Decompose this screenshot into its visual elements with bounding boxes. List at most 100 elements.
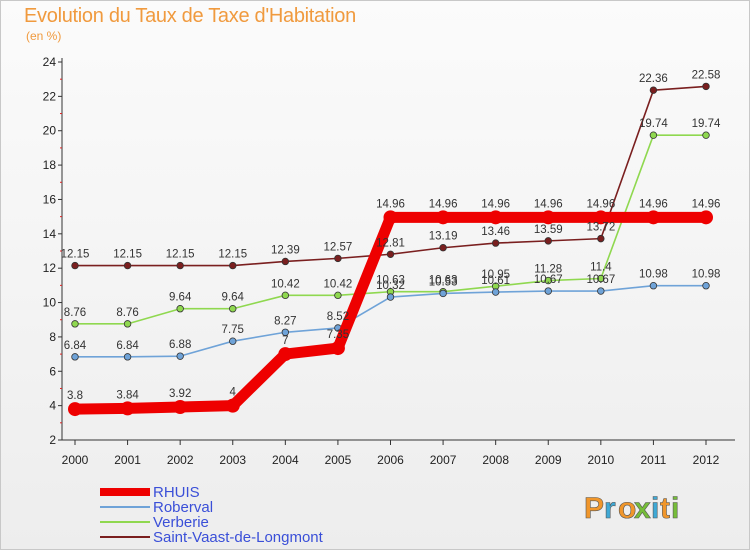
data-point xyxy=(229,305,237,313)
data-point xyxy=(491,288,500,296)
legend-label: Saint-Vaast-de-Longmont xyxy=(153,529,324,546)
data-point xyxy=(229,337,237,345)
data-point xyxy=(488,210,503,225)
data-label: 10.32 xyxy=(376,280,405,292)
data-label: 12.57 xyxy=(324,241,353,253)
data-point xyxy=(491,239,500,247)
data-label: 10.67 xyxy=(586,274,615,286)
data-label: 9.64 xyxy=(169,292,192,304)
data-label: 3.84 xyxy=(116,389,139,401)
chart-subtitle: (en %) xyxy=(26,29,62,43)
data-point xyxy=(173,400,188,415)
data-point xyxy=(229,261,237,270)
data-label: 9.64 xyxy=(222,292,245,304)
data-point xyxy=(699,210,713,225)
data-label: 14.96 xyxy=(639,198,668,210)
data-point xyxy=(225,398,240,413)
x-tick-label: 2007 xyxy=(430,453,457,467)
data-label: 10.98 xyxy=(639,269,668,281)
data-point xyxy=(71,320,79,328)
data-label: 12.39 xyxy=(271,244,300,256)
data-label: 11.28 xyxy=(534,264,562,276)
y-tick-label: 18 xyxy=(43,158,57,172)
data-label: 14.96 xyxy=(429,198,458,210)
legend-label: Roberval xyxy=(153,499,213,516)
data-point xyxy=(123,320,132,328)
data-label: 10.63 xyxy=(376,275,405,287)
data-point xyxy=(278,347,293,362)
data-label: 12.15 xyxy=(166,249,195,261)
data-point xyxy=(386,250,395,258)
data-label: 7 xyxy=(282,335,288,347)
data-point xyxy=(176,305,184,313)
data-label: 13.46 xyxy=(481,226,510,238)
data-label: 7.35 xyxy=(327,329,349,341)
data-point xyxy=(71,353,79,361)
data-label: 12.81 xyxy=(376,237,405,249)
data-point xyxy=(334,254,342,263)
data-label: 4 xyxy=(230,387,237,399)
data-point xyxy=(281,291,290,300)
data-label: 12.15 xyxy=(61,249,90,261)
data-point xyxy=(383,210,398,225)
data-label: 14.96 xyxy=(534,198,563,210)
x-tick-label: 2011 xyxy=(641,453,667,467)
data-label: 6.84 xyxy=(64,340,87,352)
x-tick-label: 2000 xyxy=(62,453,89,467)
y-tick-label: 16 xyxy=(43,192,57,206)
data-point xyxy=(593,210,608,225)
data-point xyxy=(646,210,661,225)
data-label: 10.63 xyxy=(429,275,458,287)
data-label: 10.67 xyxy=(534,274,563,286)
data-point xyxy=(68,402,82,417)
data-label: 8.76 xyxy=(64,307,86,319)
data-label: 3.92 xyxy=(169,388,191,400)
data-label: 19.74 xyxy=(692,118,721,130)
data-label: 14.96 xyxy=(586,198,615,210)
y-tick-label: 10 xyxy=(43,296,57,310)
data-label: 22.58 xyxy=(692,69,721,81)
data-point xyxy=(702,282,710,290)
data-point xyxy=(702,131,710,139)
data-point xyxy=(386,293,395,301)
x-tick-label: 2006 xyxy=(377,453,404,467)
data-point xyxy=(597,234,605,243)
x-tick-label: 2001 xyxy=(114,453,141,467)
y-tick-label: 24 xyxy=(43,55,57,69)
logo-letter: i xyxy=(651,492,659,525)
data-label: 13.19 xyxy=(429,231,458,243)
data-label: 10.61 xyxy=(481,275,510,287)
y-tick-label: 14 xyxy=(43,227,57,241)
data-label: 14.96 xyxy=(481,198,510,210)
data-point xyxy=(544,287,552,295)
x-tick-label: 2005 xyxy=(325,453,352,467)
data-label: 8.52 xyxy=(327,311,349,323)
data-point xyxy=(334,291,342,300)
data-label: 6.84 xyxy=(116,340,139,352)
data-label: 14.96 xyxy=(692,198,721,210)
x-tick-label: 2010 xyxy=(587,453,614,467)
x-tick-label: 2009 xyxy=(535,453,562,467)
data-point xyxy=(544,276,552,285)
chart-title: Evolution du Taux de Taxe d'Habitation xyxy=(24,5,356,27)
x-tick-label: 2002 xyxy=(167,453,194,467)
data-label: 11.4 xyxy=(590,261,612,273)
x-tick-label: 2012 xyxy=(693,453,720,467)
x-tick-label: 2008 xyxy=(482,453,509,467)
logo-letter: x xyxy=(634,492,651,525)
data-point xyxy=(123,353,132,361)
logo-letter: P xyxy=(584,492,604,525)
data-point xyxy=(649,131,658,139)
y-tick-label: 6 xyxy=(49,364,56,378)
data-label: 13.59 xyxy=(534,224,563,236)
y-tick-label: 4 xyxy=(49,399,56,413)
data-label: 10.95 xyxy=(481,269,510,281)
data-point xyxy=(71,261,79,270)
data-point xyxy=(120,401,135,416)
logo-letter: t xyxy=(660,492,670,525)
y-tick-label: 2 xyxy=(49,433,56,447)
data-label: 13.72 xyxy=(586,222,615,234)
